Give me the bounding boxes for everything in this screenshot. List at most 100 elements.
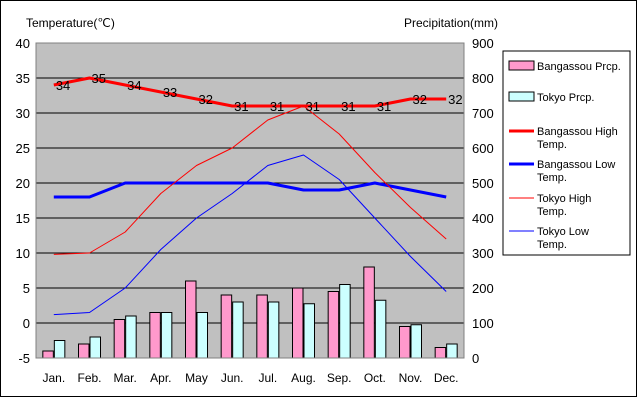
x-tick-label: Jun. <box>221 371 244 385</box>
legend-label: Bangassou Low Temp. <box>537 159 615 184</box>
x-tick-label: Jul. <box>258 371 277 385</box>
data-label: 31 <box>341 99 355 114</box>
right-tick-label: 100 <box>472 316 494 331</box>
left-tick-label: 35 <box>16 71 30 86</box>
tokyo-prcp-bar <box>125 315 137 359</box>
tokyo-prcp-bar <box>339 284 351 359</box>
x-tick-label: Oct. <box>364 371 386 385</box>
x-tick-label: Sep. <box>327 371 352 385</box>
bangassou-prcp-bar <box>149 312 161 359</box>
right-tick-label: 500 <box>472 176 494 191</box>
bangassou-prcp-bar <box>327 291 340 359</box>
left-tick-label: 30 <box>16 106 30 121</box>
legend-label: Bangassou Prcp. <box>537 61 621 73</box>
legend-label: Tokyo High Temp. <box>537 193 591 218</box>
tokyo-prcp-bar <box>232 301 244 359</box>
legend: Bangassou Prcp. Tokyo Prcp. Bangassou High… <box>502 50 631 256</box>
legend-bangassou-high: Bangassou High Temp. <box>509 126 618 151</box>
data-label: 31 <box>377 99 391 114</box>
right-tick-label: 700 <box>472 106 494 121</box>
data-label: 33 <box>163 85 177 100</box>
x-tick-label: Mar. <box>113 371 136 385</box>
right-axis-title: Precipitation(mm) <box>404 16 498 30</box>
right-tick-label: 900 <box>472 36 494 51</box>
x-tick-label: Aug. <box>291 371 316 385</box>
x-tick-label: Jan. <box>42 371 65 385</box>
data-label: 32 <box>413 92 427 107</box>
legend-swatch <box>508 60 535 71</box>
data-label: 32 <box>448 92 462 107</box>
tokyo-prcp-bar <box>160 312 173 359</box>
x-tick-label: Nov. <box>399 371 423 385</box>
tokyo-prcp-bar <box>446 343 458 359</box>
right-tick-label: 200 <box>472 281 494 296</box>
legend-bangassou-prcp: Bangassou Prcp. <box>508 60 621 73</box>
bangassou-prcp-bar <box>185 280 197 359</box>
left-tick-label: 40 <box>16 36 30 51</box>
legend-tokyo-low: Tokyo Low Temp. <box>509 226 589 251</box>
data-label: 34 <box>56 78 70 93</box>
x-tick-label: May <box>185 371 208 385</box>
right-axis-ticks: 0 100 200 300 400 500 600 700 800 900 <box>472 36 494 366</box>
plot-area <box>36 43 464 358</box>
tokyo-prcp-bar <box>53 340 66 359</box>
tokyo-prcp-bar <box>374 299 387 359</box>
right-tick-label: 600 <box>472 141 494 156</box>
tokyo-prcp-bar <box>410 324 422 359</box>
legend-tokyo-prcp: Tokyo Prcp. <box>508 91 594 104</box>
right-tick-label: 0 <box>472 351 479 366</box>
bangassou-prcp-bar <box>113 319 126 359</box>
right-tick-label: 300 <box>472 246 494 261</box>
legend-label: Tokyo Prcp. <box>537 92 594 104</box>
x-tick-label: Feb. <box>77 371 101 385</box>
legend-swatch <box>508 91 535 102</box>
bangassou-prcp-bar <box>78 343 90 359</box>
legend-tokyo-high: Tokyo High Temp. <box>509 193 591 218</box>
bangassou-prcp-bar <box>220 294 233 359</box>
tokyo-low-line <box>53 154 447 316</box>
bangassou-prcp-bar <box>42 350 54 359</box>
right-tick-label: 800 <box>472 71 494 86</box>
bangassou-low-line <box>53 181 447 199</box>
tokyo-prcp-bar <box>89 336 101 359</box>
bangassou-prcp-bar <box>434 347 447 359</box>
left-tick-label: 0 <box>23 316 30 331</box>
legend-box <box>502 50 631 256</box>
tokyo-prcp-bar <box>267 301 280 359</box>
left-axis-title: Temperature(℃) <box>26 16 115 30</box>
data-label: 31 <box>270 99 284 114</box>
tokyo-prcp-bar <box>303 303 315 359</box>
left-tick-label: -5 <box>18 351 30 366</box>
data-label: 35 <box>92 71 106 86</box>
left-tick-label: 20 <box>16 176 30 191</box>
data-labels: 34 35 34 33 32 31 31 31 31 31 32 32 <box>56 71 463 114</box>
temperature-lines <box>53 76 447 316</box>
bangassou-prcp-bar <box>292 287 304 359</box>
data-label: 31 <box>306 99 320 114</box>
right-tick-label: 400 <box>472 211 494 226</box>
x-axis-ticks: Jan. Feb. Mar. Apr. May Jun. Jul. Aug. Sep. Oct. N… <box>42 371 458 385</box>
data-label: 32 <box>199 92 213 107</box>
bangassou-high-line <box>53 76 447 108</box>
bangassou-prcp-bar <box>256 294 268 359</box>
x-tick-label: Apr. <box>150 371 171 385</box>
data-label: 31 <box>234 99 248 114</box>
legend-label: Tokyo Low Temp. <box>537 226 589 251</box>
bangassou-prcp-bar <box>399 326 411 359</box>
bangassou-prcp-bar <box>363 266 375 359</box>
left-axis-ticks: -5 0 5 10 15 20 25 30 35 40 <box>16 36 30 366</box>
legend-label: Bangassou High Temp. <box>537 126 618 151</box>
legend-items: Bangassou Prcp. Tokyo Prcp. Bangassou High… <box>508 60 621 251</box>
precipitation-bars <box>42 266 458 359</box>
left-tick-label: 15 <box>16 211 30 226</box>
left-tick-label: 5 <box>23 281 30 296</box>
legend-bangassou-low: Bangassou Low Temp. <box>509 159 615 184</box>
left-tick-label: 25 <box>16 141 30 156</box>
x-tick-label: Dec. <box>434 371 459 385</box>
left-tick-label: 10 <box>16 246 30 261</box>
data-label: 34 <box>127 78 141 93</box>
tokyo-high-line <box>53 105 447 255</box>
tokyo-prcp-bar <box>196 312 208 359</box>
